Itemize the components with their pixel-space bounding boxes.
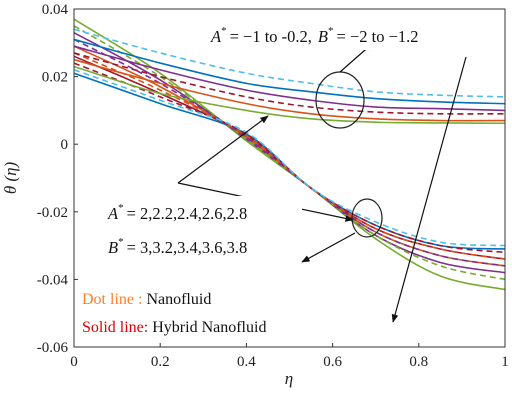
annotation-middle-line2: B* = 3,3.2,3.4,3.6,3.8: [108, 236, 247, 257]
annotation-middle-line1: A* = 2,2.2,2.4,2.6,2.8: [107, 202, 247, 223]
series-line-10: [73, 69, 506, 247]
annotation-top-bg: [208, 18, 498, 50]
series-line-14: [73, 52, 506, 115]
series-line-13: [73, 45, 506, 112]
legend-solid-text: Hybrid Nanofluid: [152, 319, 266, 336]
annotation-middle: A* = 2,2.2,2.4,2.6,2.8 B* = 3,3.2,3.4,3.6,…: [106, 196, 302, 260]
annotation-top-b: B: [318, 27, 328, 46]
x-tick-label: 0.8: [409, 354, 428, 370]
annotation-top-range: = −1 to -0.2,: [230, 27, 312, 46]
y-tick-label: -0.06: [37, 340, 69, 356]
y-tick-label: 0.04: [42, 2, 69, 18]
annotation-mid-b-star: *: [118, 236, 124, 248]
y-tick-label: -0.02: [37, 205, 68, 221]
annotation-mid-b: B: [108, 238, 118, 257]
arrow-center-up: [177, 115, 269, 184]
x-axis-label: η: [285, 369, 293, 388]
legend-dot-line: Dot line : Nanofluid: [82, 291, 211, 308]
series-line-15: [73, 58, 506, 122]
legend-dot-text: Nanofluid: [146, 291, 211, 308]
annotation-top-brange: = −2 to −1.2: [337, 27, 419, 46]
legend-solid-line: Solid line: Hybrid Nanofluid: [82, 319, 266, 336]
annotation-mid-a: A: [107, 204, 119, 223]
y-axis-label: θ (η): [1, 161, 20, 194]
y-tick-label: -0.04: [37, 272, 69, 288]
annotation-mid-bvals: = 3,3.2,3.4,3.6,3.8: [127, 238, 248, 257]
x-tick-label: 0.4: [237, 354, 256, 370]
tick-layer: 0 0.2 0.4 0.6 0.8 1 0.04 0.02 0 -0.02 -0.04 -0.06: [37, 2, 509, 370]
annotation-top-a-star: *: [221, 25, 227, 37]
annotation-top-b-star: *: [328, 25, 334, 37]
y-tick-label: 0: [61, 137, 69, 153]
annotation-top: A* = −1 to -0.2, B* = −2 to −1.2: [208, 18, 498, 50]
annotation-middle-bg: [106, 196, 302, 260]
series-layer: [73, 18, 506, 291]
legend-solid-label: Solid line:: [82, 319, 148, 336]
arrow-long-down: [391, 56, 467, 323]
upper-group-ellipse: [315, 71, 365, 129]
series-line-12: [73, 38, 506, 105]
annotation-mid-avals: = 2,2.2,2.4,2.6,2.8: [127, 204, 248, 223]
annotation-mid-a-star: *: [118, 202, 124, 214]
x-tick-label: 0.2: [151, 354, 170, 370]
y-tick-label: 0.02: [42, 70, 68, 86]
x-tick-label: 0.6: [323, 354, 342, 370]
legend-dot-label: Dot line :: [82, 291, 142, 308]
annotation-top-a: A: [210, 27, 222, 46]
series-line-11: [73, 28, 506, 98]
axes-frame: [73, 8, 506, 348]
arrow-lower-out: [301, 232, 356, 263]
x-tick-label: 1: [501, 354, 509, 370]
annotation-top-text: A* = −1 to -0.2, B* = −2 to −1.2: [210, 25, 419, 46]
series-line-16: [73, 65, 506, 125]
x-tick-label: 0: [70, 354, 78, 370]
legend-bg: [80, 283, 324, 339]
legend: Dot line : Nanofluid Solid line: Hybrid Na…: [80, 283, 324, 339]
series-line-9: [73, 62, 506, 254]
